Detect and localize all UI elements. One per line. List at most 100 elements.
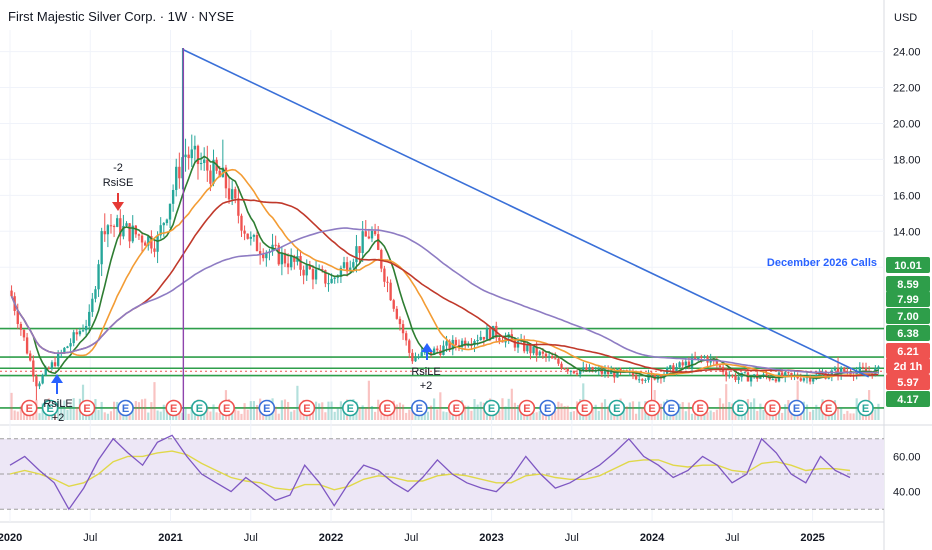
candle-body [513, 339, 517, 348]
volume-bar [324, 412, 327, 420]
earnings-marker-label: E [793, 403, 800, 415]
candle-body [644, 379, 647, 381]
earnings-marker[interactable] [608, 399, 626, 417]
earnings-marker[interactable] [78, 399, 96, 417]
earnings-marker[interactable] [218, 399, 235, 417]
candle-body [479, 336, 482, 341]
earnings-marker[interactable] [191, 399, 208, 417]
volume-bar [364, 408, 367, 420]
candle-body [38, 383, 41, 387]
volume-bar [181, 412, 184, 420]
level-label-december-2026-calls: December 2026 Calls [767, 257, 877, 269]
candle-body [526, 345, 529, 352]
volume-bar [681, 402, 684, 420]
volume-bar [635, 413, 638, 420]
earnings-marker[interactable] [663, 399, 680, 417]
volume-bar [293, 410, 296, 420]
candle-body [771, 379, 774, 381]
candle-body [358, 246, 361, 253]
candle-body [349, 267, 352, 272]
volume-bar [370, 405, 374, 420]
volume-bar [774, 412, 777, 420]
earnings-marker[interactable] [258, 399, 276, 417]
time-axis[interactable]: 2020 Jul 2021 Jul 2022 Jul 2023 Jul 2024 Jul 2025 [0, 532, 825, 544]
earnings-marker[interactable] [576, 399, 593, 417]
candle-body [436, 348, 439, 351]
earnings-marker[interactable] [117, 399, 134, 417]
volume-bar [759, 403, 762, 420]
earnings-marker[interactable] [41, 399, 59, 417]
candle-body [22, 329, 26, 338]
candle-body [305, 264, 308, 276]
candle-body [715, 361, 719, 366]
earnings-marker[interactable] [518, 399, 536, 417]
volume-bar [203, 412, 206, 420]
rsi-axis[interactable]: 60.00 40.00 [893, 451, 921, 498]
candle-body [681, 362, 684, 366]
earnings-marker[interactable] [820, 399, 837, 417]
earnings-marker[interactable] [378, 399, 396, 417]
candle-body [240, 215, 243, 231]
volume-bar [429, 405, 433, 420]
volume-bar [563, 406, 566, 420]
candle-body [864, 368, 868, 372]
volume-bar [336, 407, 339, 420]
earnings-marker[interactable] [483, 399, 500, 417]
candle-body [613, 371, 616, 378]
candle-body [818, 374, 821, 376]
candle-body [78, 331, 82, 335]
earnings-marker[interactable] [539, 399, 557, 417]
time-tick-label: 2022 [319, 532, 343, 544]
volume-bar [855, 398, 858, 420]
earnings-marker[interactable] [691, 399, 709, 417]
earnings-marker[interactable] [165, 399, 183, 417]
price-badge-label: 2d 1h [894, 361, 923, 373]
volume-bar [687, 402, 690, 420]
volume-bar [159, 411, 162, 420]
price-badge [886, 276, 930, 292]
candle-body [532, 346, 535, 354]
earnings-marker[interactable] [20, 399, 38, 417]
earnings-marker[interactable] [764, 399, 781, 417]
earnings-marker-label: E [83, 403, 90, 415]
volume-bar [330, 401, 333, 420]
candle-body [355, 246, 358, 263]
volume-bar [812, 409, 815, 420]
candle-body [274, 244, 277, 246]
price-badge [886, 343, 930, 359]
candle-body [249, 236, 252, 239]
time-tick-label: Jul [725, 532, 739, 544]
candle-body [330, 278, 333, 284]
downtrend-line[interactable] [183, 49, 870, 378]
earnings-marker[interactable] [732, 399, 749, 417]
candle-body [178, 166, 181, 179]
currency-label[interactable]: USD [894, 12, 917, 24]
sma-mid-line[interactable] [10, 168, 879, 378]
earnings-marker-label: E [303, 403, 310, 415]
candle-body [616, 369, 619, 378]
volume-bar [401, 404, 405, 420]
earnings-marker-label: E [825, 403, 832, 415]
candle-body [10, 290, 13, 297]
volume-bar [641, 407, 644, 420]
earnings-marker[interactable] [857, 399, 874, 417]
rsile-value-1: +2 [52, 412, 65, 424]
candle-body [106, 225, 110, 235]
volume-bar [610, 412, 613, 420]
earnings-marker[interactable] [341, 399, 359, 417]
candle-body [63, 347, 66, 353]
earnings-marker[interactable] [298, 399, 316, 417]
price-badge-label: 10.01 [894, 260, 922, 272]
volume-bar [784, 404, 787, 420]
time-tick-label: 2020 [0, 532, 22, 544]
earnings-marker[interactable] [643, 399, 661, 417]
earnings-marker[interactable] [411, 399, 428, 417]
rsi-line[interactable] [9, 434, 851, 511]
earnings-marker[interactable] [447, 399, 465, 417]
candle-body [541, 351, 545, 354]
sma-long-line[interactable] [10, 227, 879, 374]
earnings-marker[interactable] [788, 399, 805, 417]
sma-slow-line[interactable] [10, 198, 879, 377]
candle-body [448, 341, 451, 350]
